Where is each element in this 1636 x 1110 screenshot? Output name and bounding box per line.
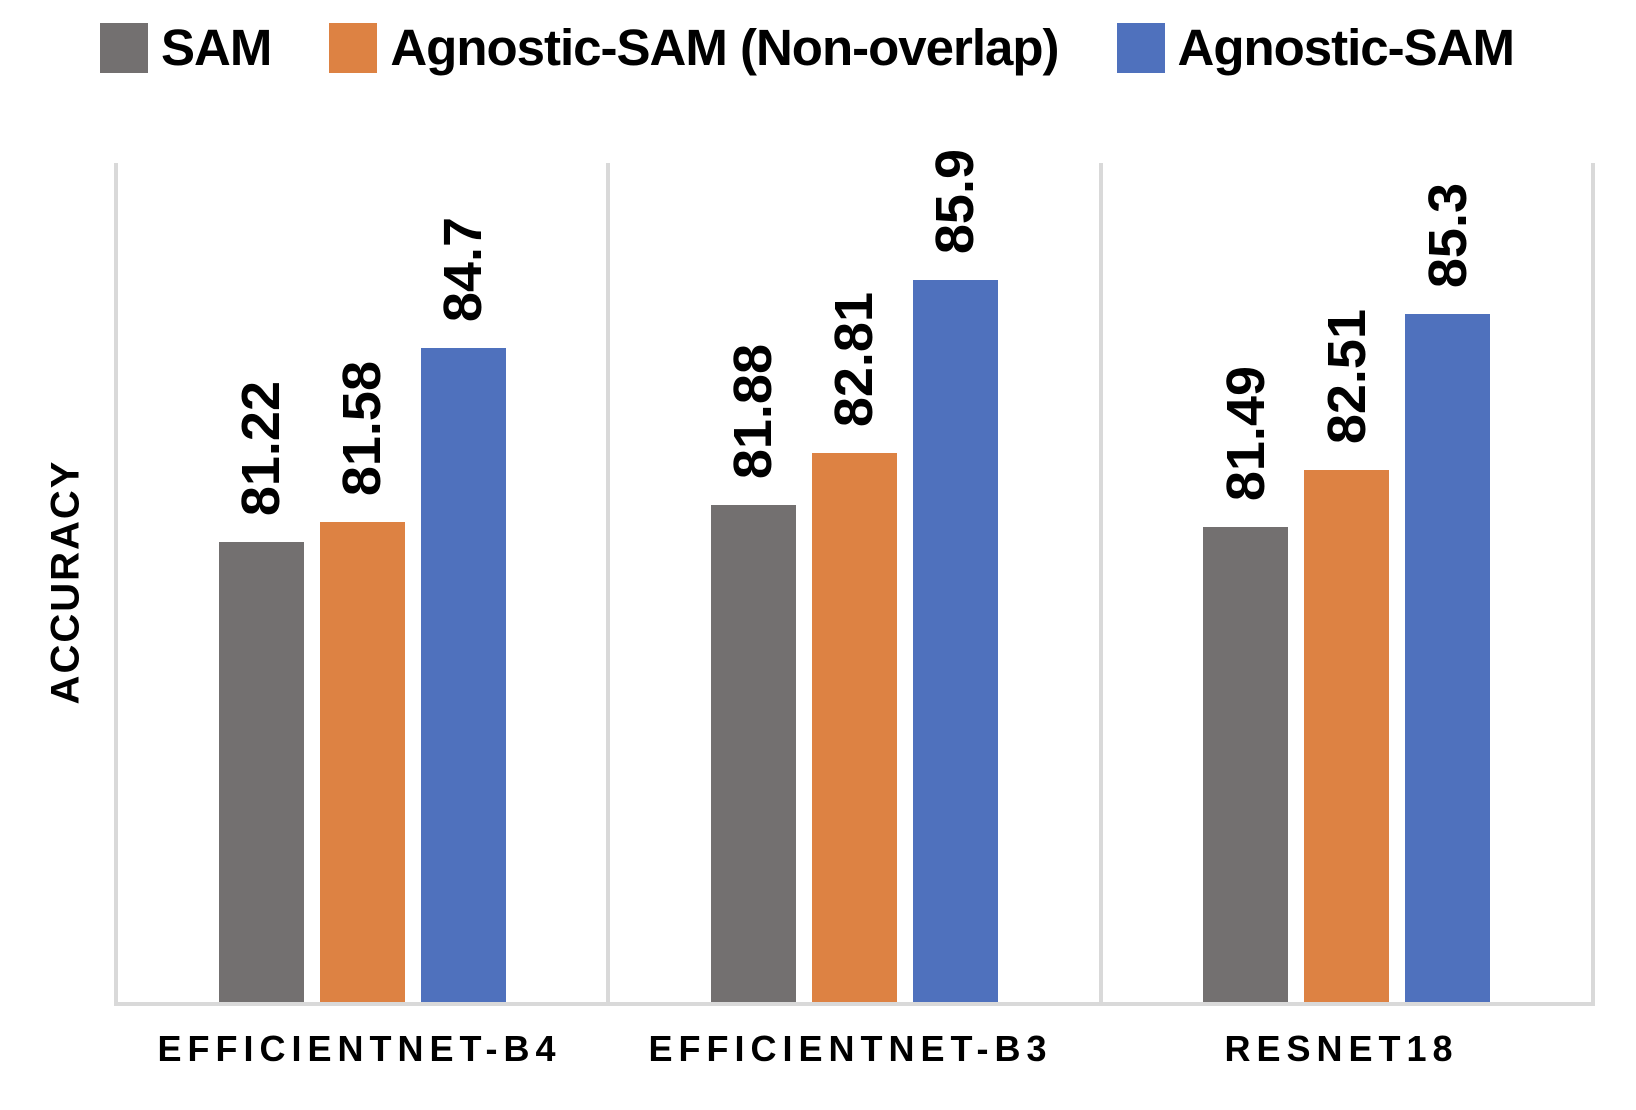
bar-cell-agnostic-sam-resnet18: 85.3 [1405, 182, 1491, 1002]
chart-legend: SAM Agnostic-SAM (Non-overlap) Agnostic-SA… [100, 19, 1515, 76]
legend-item-agnostic-sam: Agnostic-SAM [1116, 19, 1515, 76]
plot-area: 81.22 81.58 84.7 81.88 82.81 85.9 81.49 82.51 85… [114, 149, 1595, 1006]
bar-value-label: 81.88 [723, 343, 784, 479]
bar-sam-efficientnet-b3 [710, 505, 796, 1002]
bar-cell-sam-efficientnet-b3: 81.88 [710, 343, 796, 1002]
bar-agnostic-sam-non-overlap-efficientnet-b4 [319, 522, 405, 1002]
bar-agnostic-sam-efficientnet-b3 [912, 280, 998, 1002]
bar-value-label: 81.49 [1215, 365, 1276, 501]
legend-swatch-icon [329, 22, 378, 73]
chart-panel-resnet18: 81.49 82.51 85.3 [1103, 163, 1591, 1002]
legend-swatch-icon [100, 22, 148, 73]
bar-cell-sam-efficientnet-b4: 81.22 [218, 380, 304, 1002]
bar-sam-efficientnet-b4 [218, 542, 304, 1002]
bar-agnostic-sam-non-overlap-efficientnet-b3 [811, 453, 897, 1002]
bar-cell-agnostic-sam-efficientnet-b4: 84.7 [420, 216, 506, 1002]
bar-cell-agnostic-sam-non-overlap-efficientnet-b3: 82.81 [811, 291, 897, 1002]
bar-value-label: 84.7 [433, 216, 494, 322]
bar-sam-resnet18 [1203, 527, 1289, 1002]
bar-value-label: 81.58 [332, 360, 393, 496]
bar-value-label: 82.81 [824, 291, 885, 427]
legend-item-sam: SAM [100, 19, 272, 76]
bar-agnostic-sam-efficientnet-b4 [420, 348, 506, 1002]
bar-value-label: 81.22 [231, 380, 292, 516]
bar-value-label: 82.51 [1316, 308, 1377, 444]
bar-cell-agnostic-sam-efficientnet-b3: 85.9 [912, 148, 998, 1002]
legend-swatch-icon [1116, 22, 1165, 73]
category-label-resnet18: RESNET18 [1224, 1028, 1459, 1069]
legend-label: SAM [161, 19, 272, 76]
bar-cell-agnostic-sam-non-overlap-resnet18: 82.51 [1304, 308, 1390, 1002]
legend-label: Agnostic-SAM (Non-overlap) [390, 19, 1059, 76]
bar-value-label: 85.3 [1417, 182, 1478, 288]
legend-label: Agnostic-SAM [1177, 19, 1515, 76]
category-label-efficientnet-b4: EFFICIENTNET-B4 [157, 1028, 562, 1069]
bar-cell-sam-resnet18: 81.49 [1203, 365, 1289, 1002]
chart-panel-efficientnet-b3: 81.88 82.81 85.9 [610, 149, 1103, 1002]
bar-cell-agnostic-sam-non-overlap-efficientnet-b4: 81.58 [319, 360, 405, 1002]
category-axis: EFFICIENTNET-B4 EFFICIENTNET-B3 RESNET18 [114, 1028, 1587, 1070]
bar-agnostic-sam-resnet18 [1405, 314, 1491, 1002]
legend-item-agnostic-sam-non-overlap: Agnostic-SAM (Non-overlap) [329, 19, 1060, 76]
category-label-efficientnet-b3: EFFICIENTNET-B3 [648, 1028, 1053, 1069]
y-axis-title: ACCURACY [43, 459, 88, 705]
bar-agnostic-sam-non-overlap-resnet18 [1304, 470, 1390, 1002]
bar-value-label: 85.9 [925, 148, 986, 254]
chart-panel-efficientnet-b4: 81.22 81.58 84.7 [118, 163, 611, 1002]
